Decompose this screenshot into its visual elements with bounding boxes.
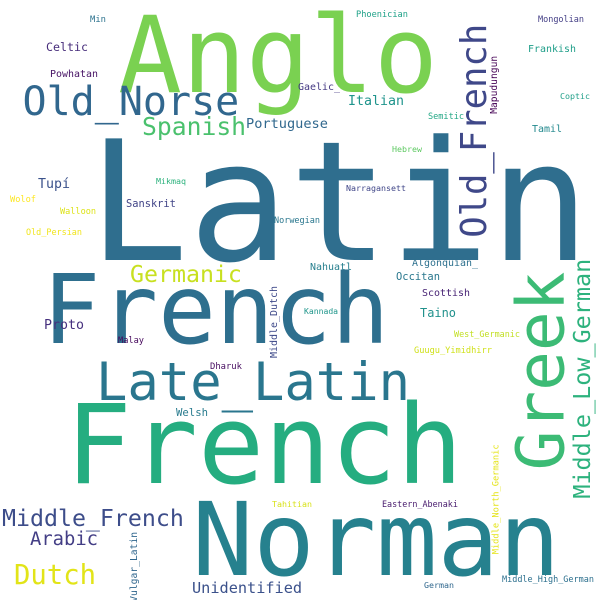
word-late-latin: Late_Latin: [96, 353, 411, 413]
word-unidentified: Unidentified: [192, 578, 303, 597]
word-malay: Malay: [118, 335, 144, 346]
word-middle-dutch: Middle_Dutch: [269, 285, 281, 358]
word-narragansett: Narragansett: [346, 183, 406, 193]
word-middle-high-german: Middle_High_German: [502, 575, 594, 585]
word-french-upper: French: [42, 254, 390, 366]
word-celtic: Celtic: [46, 40, 88, 54]
word-latin: Latin: [88, 105, 591, 300]
word-proto: Proto: [44, 317, 84, 333]
word-middle-french: Middle_French: [2, 504, 184, 532]
word-taino: Taino: [420, 306, 456, 320]
word-portuguese: Portuguese: [246, 116, 328, 132]
word-hebrew: Hebrew: [392, 144, 422, 154]
word-germanic: Germanic: [130, 260, 242, 288]
word-vulgar-latin: Vulgar_Latin: [129, 531, 141, 600]
word-frankish: Frankish: [528, 44, 576, 55]
word-phoenician: Phoenician: [356, 9, 408, 20]
word-kannada: Kannada: [304, 306, 339, 316]
word-tamil: Tamil: [532, 124, 563, 135]
word-west-germanic: West_Germanic: [454, 329, 520, 339]
word-tahitian: Tahitian: [272, 499, 312, 509]
word-italian: Italian: [348, 93, 405, 109]
word-scottish: Scottish: [422, 288, 470, 299]
word-welsh: Welsh: [176, 405, 208, 419]
word-norwegian: Norwegian: [274, 216, 320, 226]
word-old-french: Old_French: [454, 23, 496, 238]
word-old-norse: Old_Norse: [22, 79, 240, 125]
word-gaelic: Gaelic_: [298, 82, 341, 93]
word-spanish: Spanish: [142, 111, 247, 141]
word-powhatan: Powhatan: [50, 68, 98, 80]
word-nahuatl: Nahuatl: [310, 262, 353, 273]
word-old-persian: Old_Persian: [26, 227, 82, 237]
word-dharuk: Dharuk: [210, 361, 242, 372]
word-mongolian: Mongolian: [538, 15, 584, 25]
word-sanskrit: Sanskrit: [126, 197, 176, 210]
word-walloon: Walloon: [60, 206, 97, 217]
word-algonquian: Algonquian_: [412, 258, 479, 269]
word-middle-low-german: Middle_Low_German: [568, 258, 597, 499]
word-mikmaq: Mikmaq: [156, 176, 186, 186]
word-coptic: Coptic: [560, 91, 590, 101]
word-french-large: French: [65, 381, 463, 509]
word-middle-north-germanic: Middle_North_Germanic: [491, 443, 502, 554]
word-anglo: Anglo: [118, 0, 438, 118]
word-guugu-yimidhirr: Guugu_Yimidhirr: [414, 345, 492, 356]
word-mapudungun: Mapudungun: [489, 55, 501, 114]
word-semitic: Semitic: [428, 111, 465, 122]
word-german: German: [424, 580, 454, 590]
word-arabic: Arabic: [30, 528, 99, 550]
word-min: Min: [90, 14, 106, 25]
word-dutch: Dutch: [14, 559, 96, 591]
word-wolof: Wolof: [10, 194, 36, 205]
word-occitan: Occitan: [396, 271, 440, 283]
word-norman: Norman: [192, 481, 561, 600]
word-tupi: Tupí: [38, 176, 70, 192]
word-greek: Greek: [501, 271, 579, 471]
word-eastern-abenaki: Eastern_Abenaki: [382, 499, 458, 509]
